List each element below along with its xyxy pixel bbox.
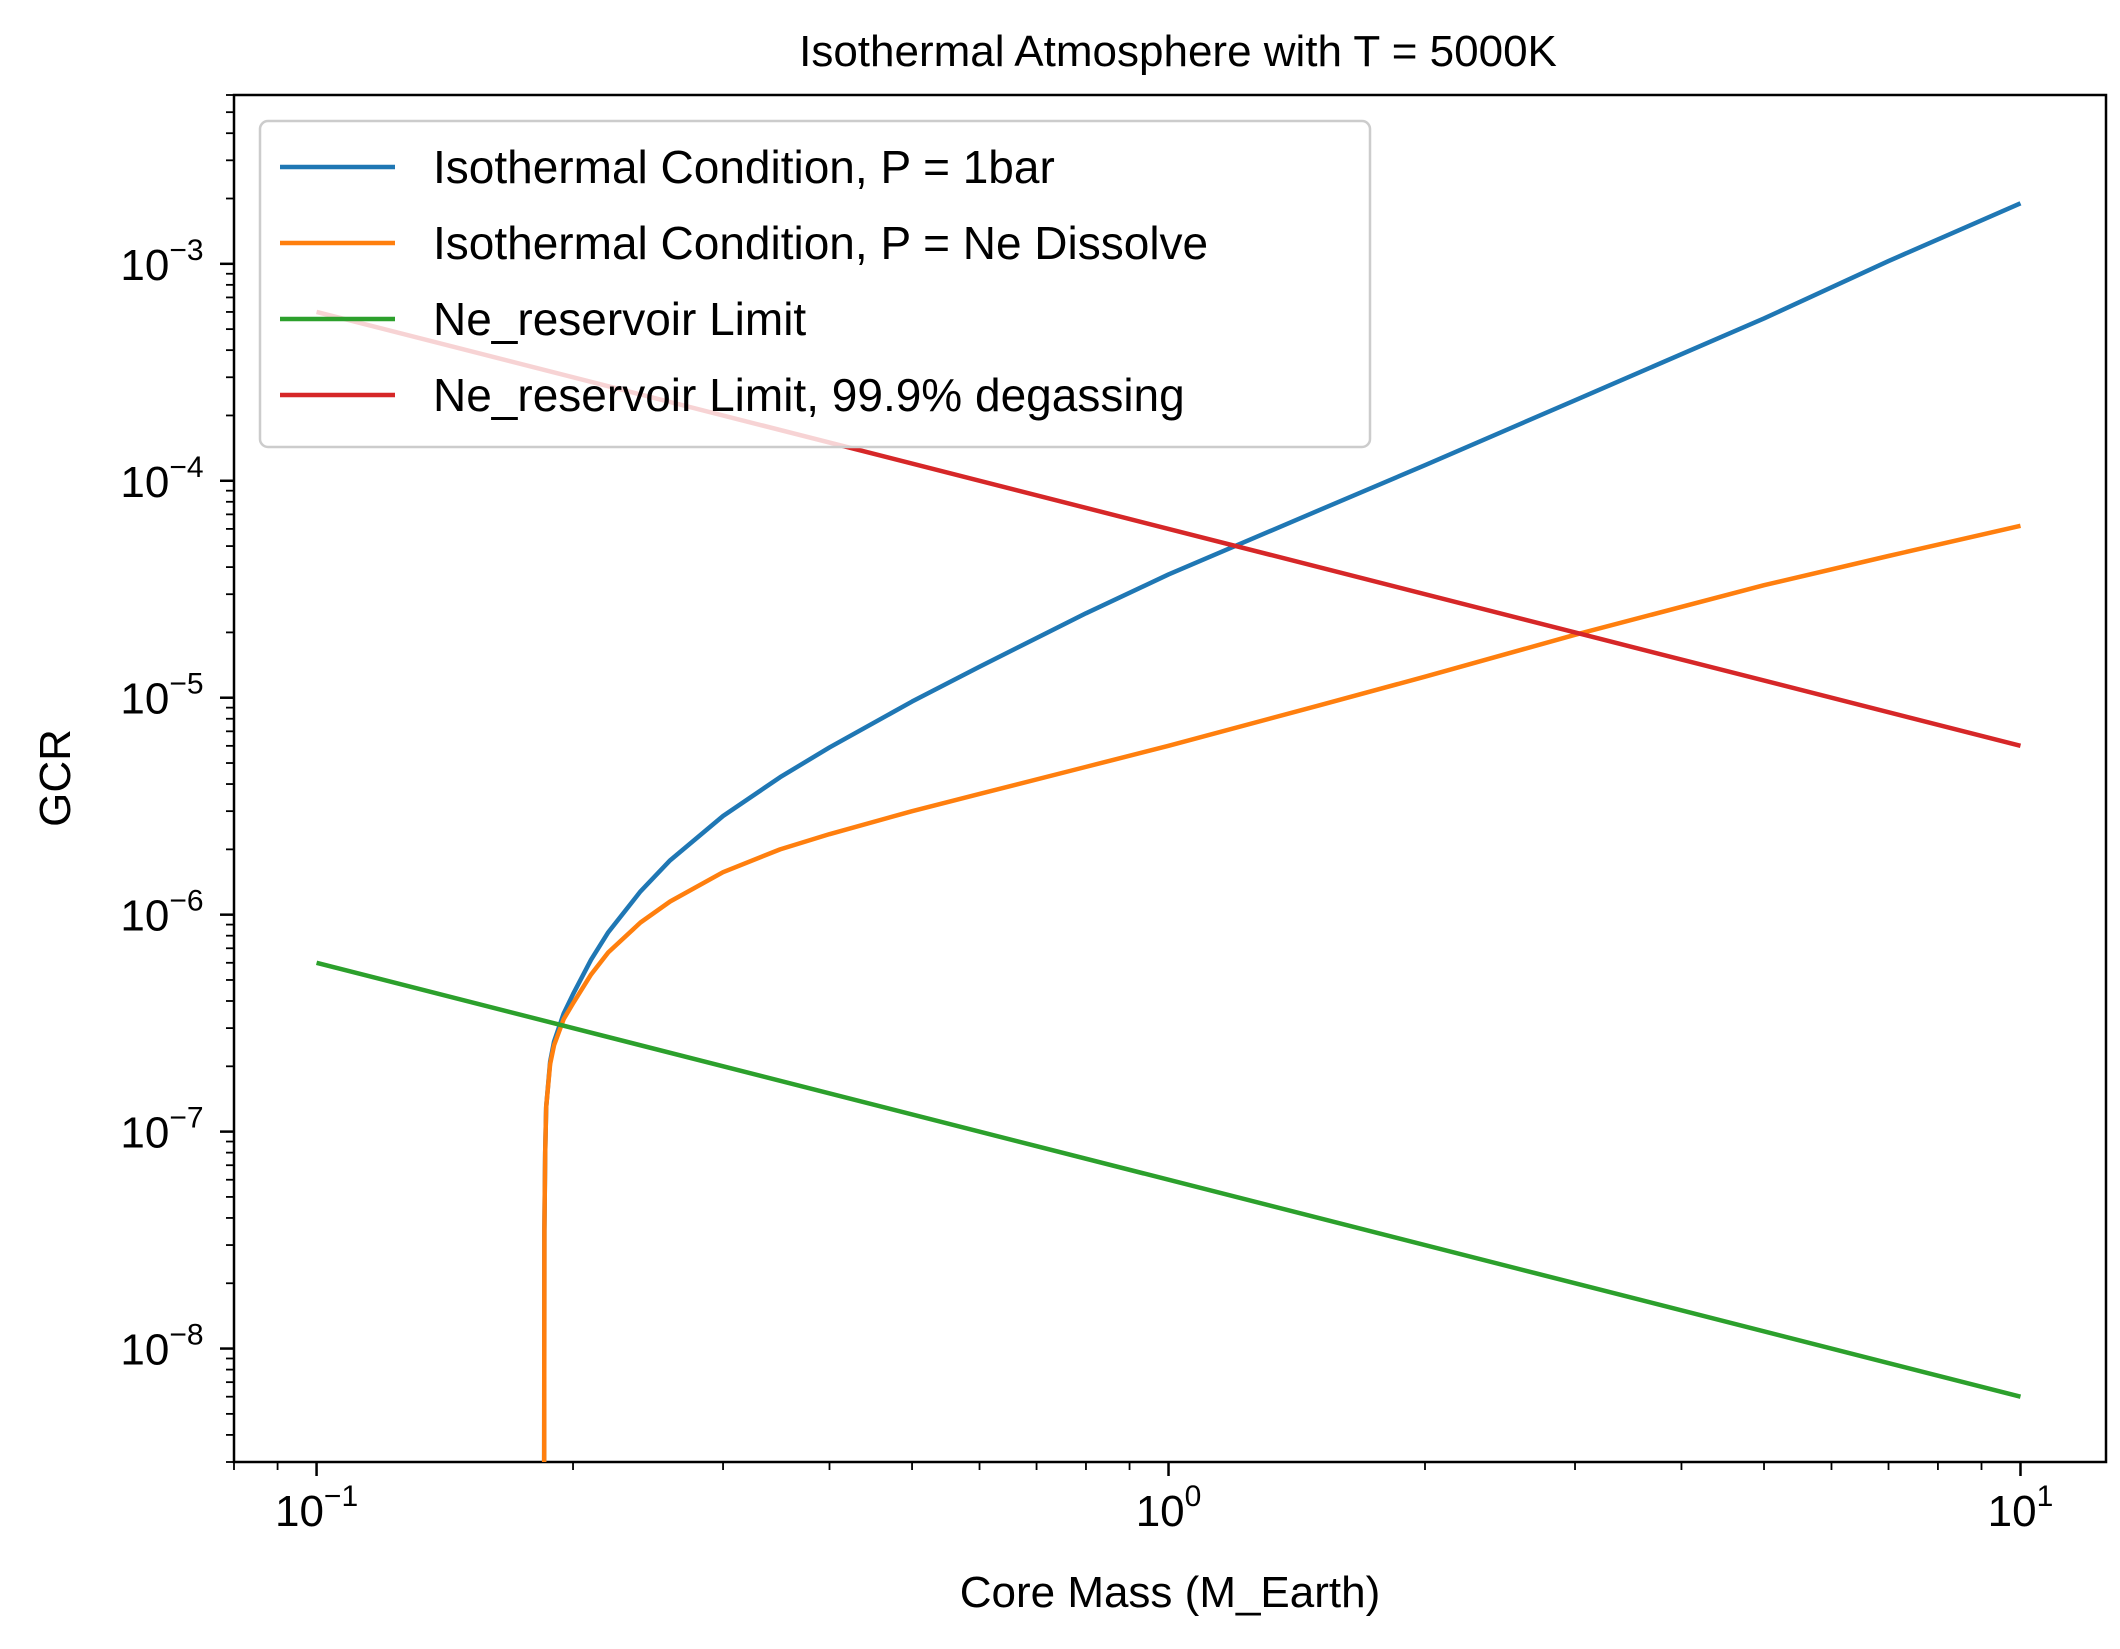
y-tick-label: 10−5 xyxy=(120,668,203,724)
y-tick-label: 10−6 xyxy=(120,885,203,941)
x-axis: 10−1 100 101 xyxy=(233,1462,2054,1536)
x-tick-label: 101 xyxy=(1988,1480,2054,1536)
series-line-3 xyxy=(316,960,2022,1399)
y-tick-label: 10−7 xyxy=(120,1102,203,1158)
legend-box xyxy=(258,119,1372,449)
x-tick-label: 100 xyxy=(1136,1480,1202,1536)
legend: Isothermal Condition, P = 1bar Isothermal… xyxy=(258,119,1372,449)
y-axis: 10−8 10−7 10−6 10−5 10−4 10−3 xyxy=(120,94,234,1463)
x-tick-label: 10−1 xyxy=(275,1480,358,1536)
series-layer xyxy=(316,201,2022,1463)
legend-label-4: Ne_reservoir Limit, 99.9% degassing xyxy=(433,369,1185,421)
legend-label-2: Isothermal Condition, P = Ne Dissolve xyxy=(433,217,1208,269)
y-tick-label: 10−8 xyxy=(120,1319,203,1375)
y-tick-label: 10−4 xyxy=(120,451,203,507)
series-line-2 xyxy=(541,523,2021,1463)
chart-title: Isothermal Atmosphere with T = 5000K xyxy=(799,27,1557,76)
legend-label-1: Isothermal Condition, P = 1bar xyxy=(433,141,1055,193)
x-axis-label: Core Mass (M_Earth) xyxy=(960,1568,1381,1617)
legend-label-3: Ne_reservoir Limit xyxy=(433,293,806,345)
y-tick-label: 10−3 xyxy=(120,234,203,290)
y-axis-label: GCR xyxy=(31,729,80,827)
